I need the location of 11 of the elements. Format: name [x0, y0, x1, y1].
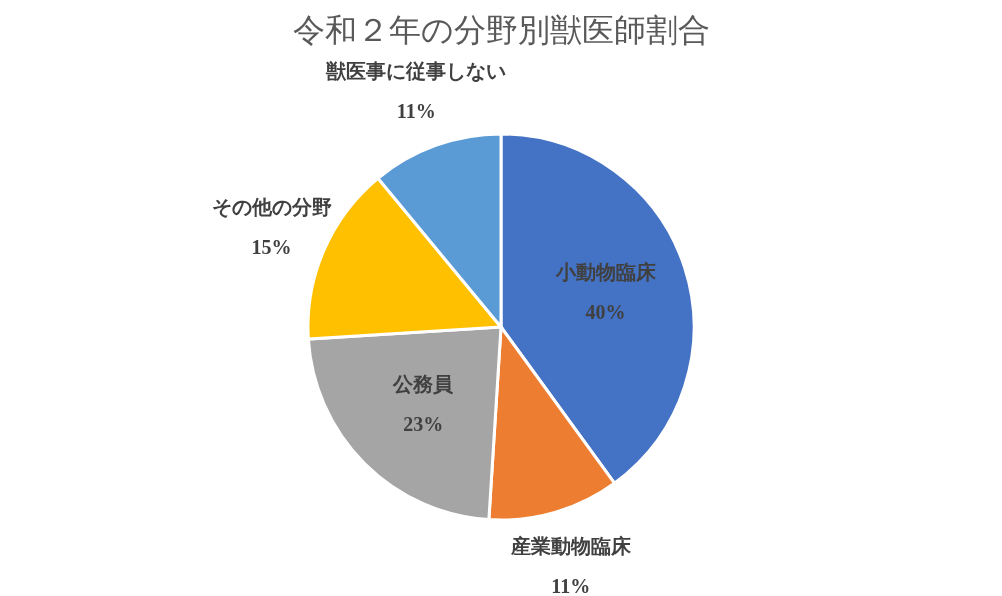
slice-label: 公務員 [392, 372, 455, 395]
data-label: 11% [396, 99, 436, 122]
data-label: 23% [403, 412, 444, 435]
slice-label: 産業動物臨床 [509, 535, 632, 558]
slice-label: その他の分野 [211, 195, 332, 218]
slice-label: 獣医事に従事しない [325, 59, 507, 82]
data-label: 15% [251, 235, 292, 258]
data-label: 40% [585, 301, 626, 324]
chart-title: 令和２年の分野別獣医師割合 [292, 12, 710, 48]
data-label: 11% [551, 575, 591, 596]
slice-label: 小動物臨床 [554, 261, 657, 284]
